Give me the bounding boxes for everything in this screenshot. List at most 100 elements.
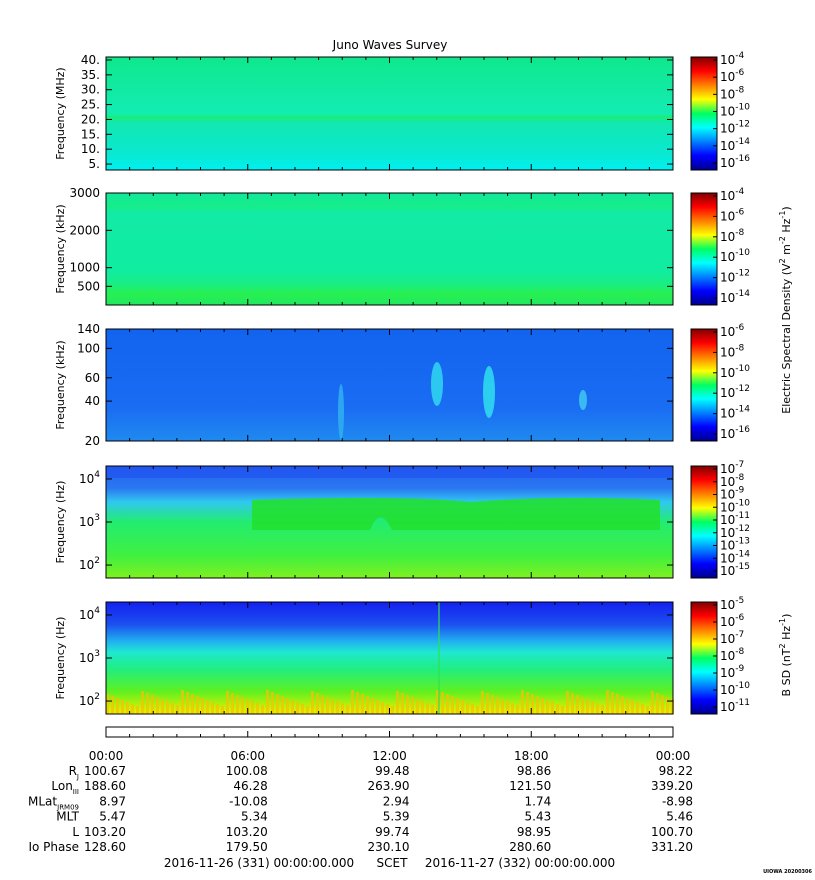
- ephemeris-value: 331.20: [651, 840, 693, 854]
- burst-spike: [381, 702, 384, 714]
- burst-spike: [471, 704, 474, 714]
- burst-spike: [271, 692, 274, 714]
- ephemeris-value: 121.50: [509, 779, 551, 793]
- y-tick-label: 104: [79, 606, 100, 622]
- ephemeris-value: 188.60: [84, 779, 126, 793]
- emission-feature: [483, 366, 495, 418]
- burst-spike: [296, 702, 299, 714]
- colorbar-tick-label: 10-16: [720, 154, 750, 170]
- burst-spike: [111, 696, 114, 714]
- burst-spike: [626, 698, 629, 714]
- burst-spike: [566, 691, 569, 714]
- y-tick-label: 40: [85, 394, 100, 408]
- burst-spike: [611, 692, 614, 714]
- colorbar-tick-label: 10-8: [720, 85, 745, 101]
- burst-spike: [321, 695, 324, 714]
- colorbar: [690, 56, 718, 171]
- burst-spike: [651, 691, 654, 714]
- time-tick-label: 12:00: [372, 749, 407, 763]
- burst-spike: [366, 696, 369, 714]
- ephemeris-value: 99.74: [375, 825, 409, 839]
- ephemeris-value: -10.08: [229, 794, 268, 808]
- burst-spike: [406, 695, 409, 714]
- burst-spike: [291, 700, 294, 714]
- y-axis-label: Frequency (kHz): [54, 340, 67, 429]
- colorbar-tick-label: 10-12: [720, 120, 750, 136]
- burst-spike: [561, 706, 564, 714]
- colorbar-title-magnetic: B SD (nT2 Hz-1): [778, 614, 793, 697]
- spectrogram-panel-3: 140 100 60 40 20 Frequency (kHz) 10-6 10-8 10-10…: [54, 322, 750, 448]
- ephemeris-value: 103.20: [226, 825, 268, 839]
- burst-spike: [661, 695, 664, 714]
- time-tick-label: 00:00: [89, 749, 124, 763]
- burst-spike: [491, 695, 494, 714]
- emission-feature: [431, 362, 443, 406]
- ephemeris-value: 98.22: [659, 764, 693, 778]
- burst-spike: [326, 697, 329, 714]
- burst-spike: [576, 695, 579, 714]
- ephemeris-value: 100.08: [226, 764, 268, 778]
- colorbar-tick-label: 10-10: [720, 498, 750, 514]
- ephemeris-value: 179.50: [226, 840, 268, 854]
- ephemeris-row-label: LonIII: [51, 779, 79, 796]
- y-tick-label: 102: [79, 692, 100, 708]
- emission-feature: [338, 384, 344, 440]
- y-tick-label: 104: [79, 470, 100, 486]
- burst-spike: [476, 706, 479, 714]
- colorbar-tick-label: 10-10: [720, 681, 750, 697]
- colorbar-tick-label: 10-8: [720, 343, 745, 359]
- time-axis: 00:00 06:00 12:00 18:00 00:00 RJ 100.67 100.08 9…: [28, 726, 693, 870]
- y-tick-label: 30.: [81, 83, 100, 97]
- burst-spike: [261, 705, 264, 714]
- time-tick-label: 00:00: [656, 749, 691, 763]
- y-tick-label: 15.: [81, 127, 100, 141]
- burst-spike: [456, 698, 459, 714]
- burst-spike: [411, 697, 414, 714]
- colorbar-tick-label: 10-9: [720, 486, 745, 502]
- burst-spike: [666, 697, 669, 714]
- burst-spike: [351, 690, 354, 714]
- burst-spike: [106, 694, 109, 714]
- burst-spike: [621, 696, 624, 714]
- ephemeris-value: 98.86: [517, 764, 551, 778]
- ephemeris-row-label: MLatJRM09: [28, 794, 79, 811]
- burst-spike: [186, 692, 189, 714]
- burst-spike: [436, 690, 439, 714]
- burst-spike: [176, 705, 179, 714]
- colorbar-tick-label: 10-6: [720, 613, 745, 629]
- colorbar-tick-label: 10-16: [720, 425, 750, 441]
- ephemeris-value: 8.97: [99, 794, 126, 808]
- colorbar-tick-label: 10-14: [720, 405, 750, 421]
- figure-title: Juno Waves Survey: [332, 38, 448, 52]
- burst-spike: [246, 699, 249, 714]
- burst-spike: [266, 690, 269, 714]
- colorbar-tick-label: 10-9: [720, 664, 745, 680]
- ephemeris-row-label: L: [72, 825, 79, 839]
- burst-spike: [396, 691, 399, 714]
- burst-spike: [391, 706, 394, 714]
- y-tick-label: 102: [79, 556, 100, 572]
- burst-spike: [276, 694, 279, 714]
- ephemeris-value: 2.94: [383, 794, 410, 808]
- ephemeris-value: 5.47: [99, 810, 126, 824]
- burst-spike: [131, 704, 134, 714]
- burst-spike: [536, 696, 539, 714]
- burst-spike: [236, 695, 239, 714]
- burst-spike: [506, 701, 509, 714]
- burst-spike: [251, 701, 254, 714]
- colorbar-tick-label: 10-12: [720, 269, 750, 285]
- emission-feature: [579, 390, 587, 410]
- burst-spike: [256, 703, 259, 714]
- burst-spike: [126, 702, 129, 714]
- burst-spike: [596, 703, 599, 714]
- ephemeris-value: 5.43: [525, 810, 552, 824]
- burst-spike: [556, 704, 559, 714]
- burst-spike: [371, 698, 374, 714]
- colorbar-tick-label: 10-10: [720, 364, 750, 380]
- spectrogram-panel-4: 104 103 102 Frequency (Hz) 10-710-810-910-10…: [54, 460, 750, 579]
- y-tick-label: 103: [79, 513, 100, 529]
- ephemeris-value: 5.46: [666, 810, 693, 824]
- ephemeris-value: 100.70: [651, 825, 693, 839]
- y-tick-label: 3000: [69, 186, 100, 200]
- burst-spike: [211, 702, 214, 714]
